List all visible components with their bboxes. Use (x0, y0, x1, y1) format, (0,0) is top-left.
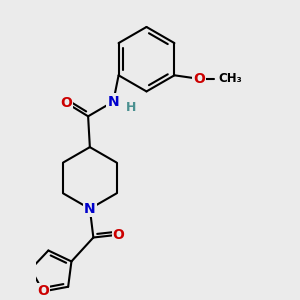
Text: O: O (112, 228, 124, 242)
Text: N: N (84, 202, 96, 216)
Text: O: O (193, 72, 205, 86)
Text: O: O (60, 96, 72, 110)
Text: O: O (37, 284, 49, 298)
Text: N: N (107, 94, 119, 109)
Text: H: H (126, 101, 137, 114)
Text: CH₃: CH₃ (218, 72, 242, 85)
